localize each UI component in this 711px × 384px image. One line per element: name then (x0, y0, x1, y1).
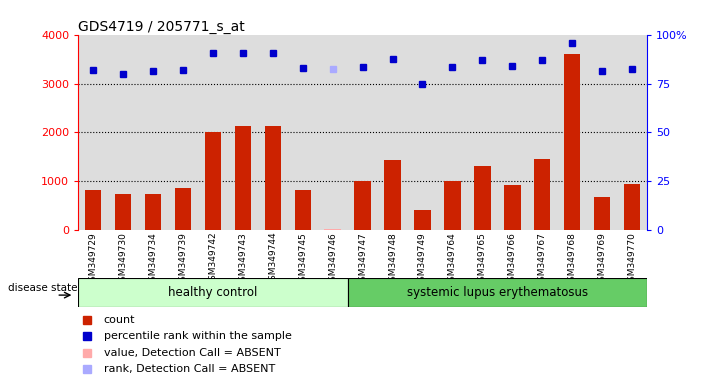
Text: systemic lupus erythematosus: systemic lupus erythematosus (407, 286, 588, 299)
Bar (294, 190, 311, 230)
Bar (415, 210, 431, 230)
Text: value, Detection Call = ABSENT: value, Detection Call = ABSENT (104, 348, 281, 358)
Bar (437, 35, 467, 230)
Bar (288, 35, 318, 230)
Bar (444, 181, 461, 230)
Bar (617, 35, 647, 230)
Bar (324, 229, 341, 230)
Bar (78, 278, 348, 307)
Bar (145, 194, 161, 230)
Bar (534, 159, 550, 230)
Bar (115, 194, 132, 230)
Bar (594, 197, 610, 230)
Bar (85, 190, 102, 230)
Bar (587, 35, 617, 230)
Bar (348, 35, 378, 230)
Bar (205, 132, 221, 230)
Bar (564, 54, 580, 230)
Bar (198, 35, 228, 230)
Bar (228, 35, 258, 230)
Bar (354, 181, 371, 230)
Bar (108, 35, 138, 230)
Bar (474, 166, 491, 230)
Bar (624, 184, 641, 230)
Bar (378, 35, 407, 230)
Text: healthy control: healthy control (169, 286, 257, 299)
Bar (497, 35, 528, 230)
Bar (138, 35, 168, 230)
Bar (168, 35, 198, 230)
Bar (78, 35, 108, 230)
Bar (175, 188, 191, 230)
Bar (385, 160, 401, 230)
Text: rank, Detection Call = ABSENT: rank, Detection Call = ABSENT (104, 364, 275, 374)
Bar (504, 185, 520, 230)
Text: disease state: disease state (9, 283, 77, 293)
Text: count: count (104, 314, 135, 325)
Text: percentile rank within the sample: percentile rank within the sample (104, 331, 292, 341)
Bar (407, 35, 437, 230)
Bar (235, 126, 251, 230)
Bar (348, 278, 647, 307)
Bar (557, 35, 587, 230)
Bar (258, 35, 288, 230)
Bar (318, 35, 348, 230)
Text: GDS4719 / 205771_s_at: GDS4719 / 205771_s_at (78, 20, 245, 33)
Bar (467, 35, 497, 230)
Bar (264, 126, 281, 230)
Bar (528, 35, 557, 230)
